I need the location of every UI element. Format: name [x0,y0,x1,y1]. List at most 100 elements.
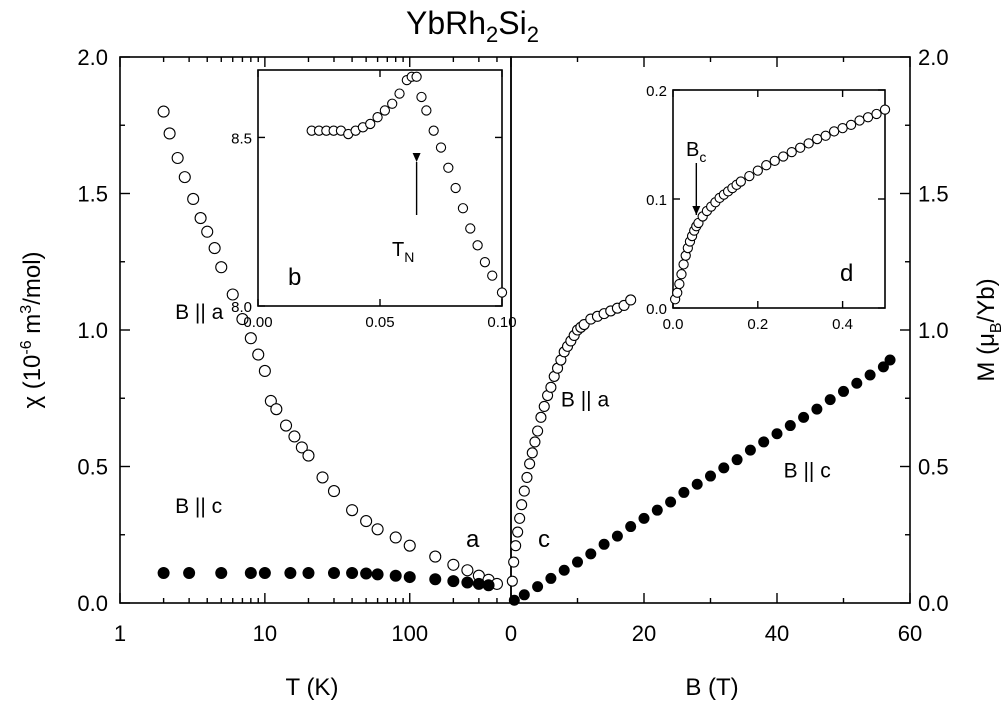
panel-a-series1-point [472,577,485,590]
panel-c-xtick-label: 0 [505,621,517,646]
panel-c-series1-point [824,394,836,406]
panel-a-series0-point [316,471,329,484]
panel-a-series0-point [171,151,184,165]
panel-d-series0-point [820,130,831,141]
panel-d-series0-point [795,142,806,153]
panel-a-ytick-label: 1.5 [77,182,108,207]
panel-a-series0-point [178,171,191,184]
panel-a-series1-point [284,566,297,579]
panel-c-series1-point [572,556,583,568]
panel-d-series0-point [837,122,848,134]
panel-a-series0-point [295,441,308,454]
panel-a-series1-point [258,566,271,579]
panel-a-series0-point [403,539,416,552]
panel-a-xlabel: T (K) [286,674,339,701]
panel-d-inset: 0.0 0.2 0.4 0.0 0.1 0.2 Bc d [646,83,891,333]
panel-d-letter: d [840,260,853,287]
panel-c-series0-point [512,526,524,538]
panel-c-series1-point [877,361,889,373]
panel-d-series0-point [845,119,857,131]
panel-c-series1-point [705,470,716,482]
panel-c-ytick-label: 0.0 [918,591,949,616]
panel-c-xtick-label: 40 [765,621,789,646]
panel-b-xtick-label: 0.00 [243,314,272,331]
panel-c-series1-point [508,594,520,606]
panel-d-series0-point [752,165,763,176]
panel-a: 1 10 100 0.0 0.5 1.0 1.5 2.0 B || a B || c a [77,45,504,646]
panel-c-ytick-label: 1.5 [918,182,949,207]
panel-c-series0-point [524,458,536,470]
panel-c-series1-point [771,428,783,440]
panel-c-series0-point [625,294,637,306]
panel-b-series0-point [487,270,498,281]
panel-c-series0-point [518,485,530,497]
panel-a-ytick-label: 0.5 [77,455,108,480]
panel-c-series1-point [678,486,690,498]
panel-b-series0-point [479,257,491,268]
panel-b-series0-point [457,203,469,214]
panel-b-arrow-head [412,153,421,162]
panel-d-series0-point [828,126,840,137]
panel-d-series0-point [803,138,814,149]
panel-a-series1-point [327,566,340,579]
panel-c-series1-point [758,436,770,448]
panel-b-xtick-label: 0.10 [487,314,516,331]
panel-c-series1-point [611,530,623,542]
panel-c-series1-point [784,420,796,432]
panel-b-series0-point [421,105,432,116]
panel-b-series0-point [465,223,476,234]
panel-c-series1-point [518,589,530,601]
panel-a-series0-point [226,288,239,301]
panel-d-series0-point [735,176,746,187]
panel-a-series0-point [302,449,315,462]
panel-a-series0-point [327,485,341,498]
panel-c-series1-point [598,538,610,550]
panel-c-series0-point [508,556,520,568]
panel-a-series0-point [270,403,283,416]
panel-a-series1-point [403,571,416,584]
panel-d-arrow-head [692,206,701,215]
panel-a-series0-point [157,105,170,118]
panel-b-series0-point [411,71,422,82]
panel-c-letter: c [538,526,550,553]
panel-c-series1-point [532,581,544,593]
panel-a-series0-point [288,430,301,443]
panel-c-series0-point [510,540,522,552]
panel-a-frame [119,56,512,604]
panel-a-series0-point [187,192,200,206]
panel-a-series1-point [447,575,460,588]
panel-c-series1-point [731,454,743,466]
panel-c-series1-point [884,354,896,366]
panel-d-series0-point [678,259,689,270]
panel-c-xtick-label: 60 [898,621,922,646]
panel-a-series0-point [461,564,474,577]
panel-d-ytick-label: 0.1 [646,192,667,209]
panel-c-series1-point [545,572,557,584]
panel-c-series1-point [851,377,863,389]
panel-a-series0-point [264,394,277,408]
panel-a-series0-point [236,313,249,326]
panel-c-series1-point [864,369,876,381]
panel-b-ytick-label: 8.5 [231,130,252,147]
panel-c-series1-point [718,462,730,474]
panel-d-series0-point [761,160,772,171]
panel-a-ytick-label: 0.0 [77,591,108,616]
panel-c-series1-point [625,521,637,533]
panel-d-ytick-label: 0.0 [646,301,667,318]
panel-d-series0-point [676,269,687,280]
panel-d-series0-point [812,133,823,145]
panel-d-series0-point [769,155,780,166]
panel-d-series0-point [778,151,789,162]
panel-d-series0-point [871,108,882,120]
panel-c: 0 20 40 60 0.0 0.5 1.0 1.5 2.0 B || a B || c c [505,45,949,646]
figure-title: YbRh2Si2 [406,5,539,47]
panel-a-series1-point [346,566,359,579]
panel-c-series0-point [521,471,533,483]
panel-c-ytick-label: 2.0 [918,45,949,70]
panel-a-xtick-label: 1 [114,621,126,646]
panel-d-series0-point [786,146,797,158]
panel-c-series1-point [811,403,823,415]
panel-d-xtick-label: 0.2 [747,316,768,333]
panel-a-series0-point [163,127,176,140]
panel-d-series0-point [879,104,891,115]
